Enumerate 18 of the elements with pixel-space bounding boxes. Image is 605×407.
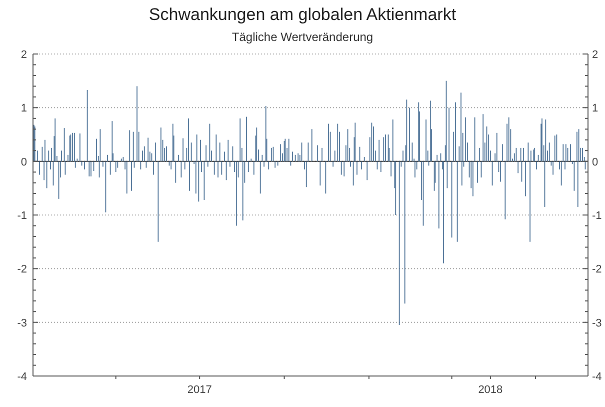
y-tick-label: -4 — [17, 371, 27, 383]
y2-tick-label: -4 — [592, 371, 602, 383]
y2-tick-label: 2 — [592, 49, 598, 61]
chart-title: Schwankungen am globalen Aktienmarkt — [148, 5, 456, 24]
chart-subtitle: Tägliche Wertveränderung — [232, 30, 374, 44]
y-tick-label: -1 — [17, 210, 27, 222]
y2-tick-label: -1 — [592, 210, 602, 222]
y-tick-label: 0 — [20, 156, 27, 168]
x-tick-label: 2018 — [478, 384, 503, 396]
y2-tick-label: -2 — [592, 264, 602, 276]
y-tick-label: 1 — [20, 102, 27, 115]
y-tick-label: 2 — [20, 49, 27, 61]
y2-tick-label: 1 — [592, 102, 598, 115]
y2-tick-label: -3 — [592, 317, 602, 330]
x-tick-label: 2017 — [187, 384, 212, 396]
y-tick-label: -2 — [17, 264, 27, 276]
y2-tick-label: 0 — [592, 156, 598, 168]
y-tick-label: -3 — [17, 317, 27, 330]
